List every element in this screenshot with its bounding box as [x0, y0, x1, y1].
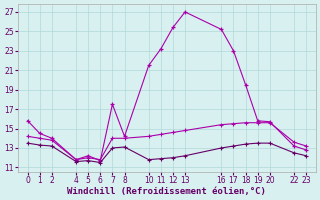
X-axis label: Windchill (Refroidissement éolien,°C): Windchill (Refroidissement éolien,°C): [68, 187, 266, 196]
